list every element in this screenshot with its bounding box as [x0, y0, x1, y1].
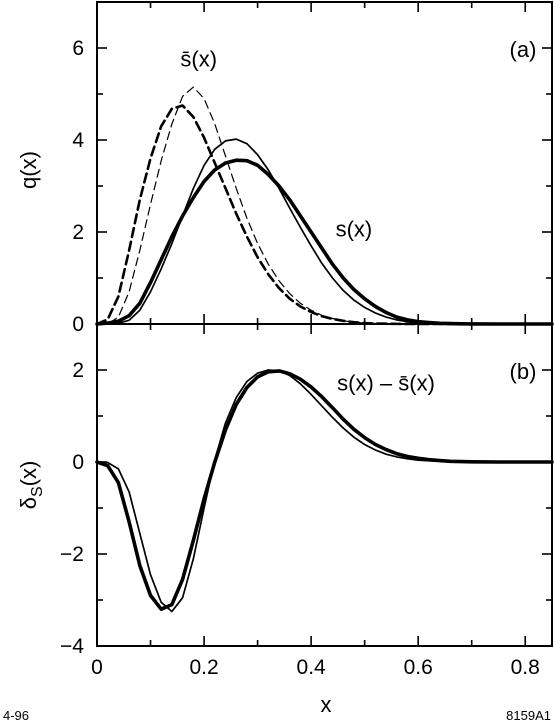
series-line-dashed-thick: [95, 104, 473, 326]
series-line-solid-thick: [95, 369, 554, 611]
series-line-solid-thin: [96, 138, 553, 325]
panel-a-ylabel: q(x): [16, 151, 41, 189]
footer-left: 4-96: [3, 708, 29, 723]
y-tick-label: −2: [60, 543, 84, 566]
panel-b: −4 −2 0 2 0 0.2 0.4 0.6 0.8 s(x) – s̄(x): [60, 323, 554, 679]
x-axis-label: x: [321, 692, 332, 717]
y-tick-label: 0: [72, 313, 84, 336]
x-tick-label: 0: [91, 656, 103, 679]
y-tick-label: 2: [72, 359, 84, 382]
panel-a: 0 2 4 6 s̄(x) s(x): [72, 1, 554, 336]
y-tick-label: 6: [72, 37, 84, 60]
annotation: s̄(x): [180, 46, 217, 71]
y-tick-label: 4: [72, 129, 84, 152]
y-tick-label: 2: [72, 221, 84, 244]
x-tick-label: 0.2: [189, 656, 218, 679]
panel-a-label: (a): [510, 37, 537, 62]
y-tick-label: 0: [72, 451, 84, 474]
panel-b-frame: [96, 323, 553, 647]
x-tick-label: 0.4: [297, 656, 327, 679]
annotation: s(x) – s̄(x): [337, 371, 435, 396]
panel-a-frame: [96, 1, 553, 325]
footer-right: 8159A1: [506, 708, 551, 723]
panel-b-label: (b): [510, 359, 537, 384]
series-line-solid-thin: [96, 369, 553, 613]
panel-b-ylabel: δS(x): [16, 461, 46, 510]
x-tick-label: 0.6: [404, 656, 433, 679]
svg-text:δS(x): δS(x): [16, 461, 46, 510]
series-line-solid-thick: [95, 158, 554, 326]
series-line-dashed-thin: [96, 86, 473, 325]
x-tick-label: 0.8: [511, 656, 540, 679]
y-tick-label: −4: [60, 635, 84, 658]
annotation: s(x): [336, 217, 373, 242]
